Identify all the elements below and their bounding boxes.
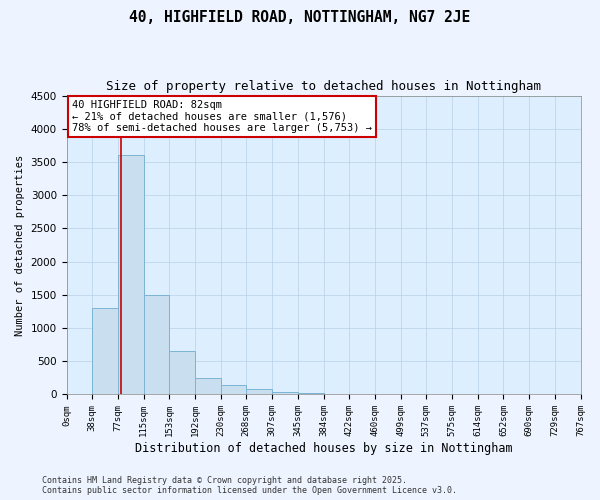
Bar (143, 295, 169, 394)
X-axis label: Distribution of detached houses by size in Nottingham: Distribution of detached houses by size … (135, 442, 512, 455)
Text: 40, HIGHFIELD ROAD, NOTTINGHAM, NG7 2JE: 40, HIGHFIELD ROAD, NOTTINGHAM, NG7 2JE (130, 10, 470, 25)
Bar (221, 384, 246, 394)
Bar (118, 156, 143, 394)
Text: 40 HIGHFIELD ROAD: 82sqm
← 21% of detached houses are smaller (1,576)
78% of sem: 40 HIGHFIELD ROAD: 82sqm ← 21% of detach… (71, 100, 371, 133)
Bar (272, 392, 298, 394)
Bar (169, 352, 195, 395)
Bar (298, 393, 324, 394)
Y-axis label: Number of detached properties: Number of detached properties (15, 154, 25, 336)
Text: Contains HM Land Registry data © Crown copyright and database right 2025.
Contai: Contains HM Land Registry data © Crown c… (42, 476, 457, 495)
Title: Size of property relative to detached houses in Nottingham: Size of property relative to detached ho… (106, 80, 541, 93)
Bar (195, 378, 221, 394)
Bar (246, 389, 272, 394)
Bar (92, 308, 118, 394)
